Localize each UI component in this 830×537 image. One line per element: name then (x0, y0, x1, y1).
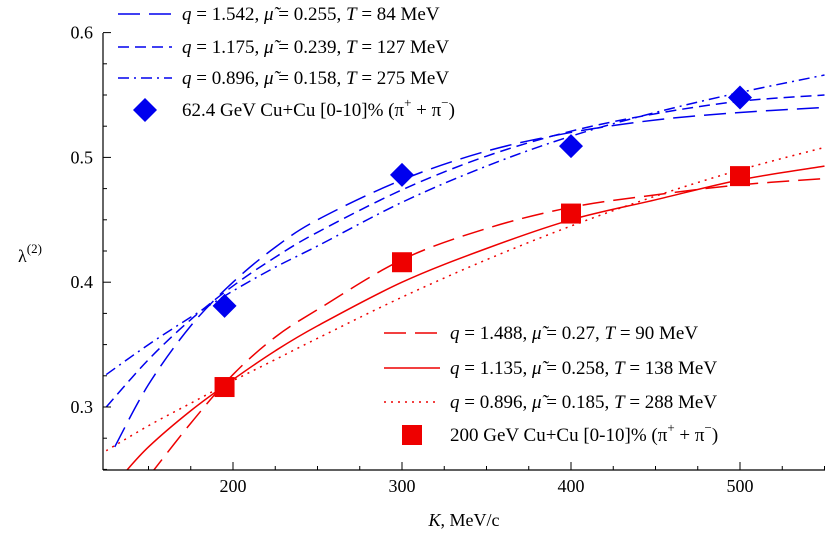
legend-data-label-g1: 200 GeV Cu+Cu [0-10]% (π+ + π−) (450, 420, 718, 446)
x-tick-label: 500 (727, 476, 754, 496)
axes-layer: 200 300 400 500 0.3 0.4 0.5 0.6 K, MeV/c λ(2) (18, 23, 825, 530)
data-point-g0 (728, 85, 752, 110)
curve-g0-0 (114, 106, 825, 448)
markers-layer (212, 85, 752, 398)
curve-g0-2 (105, 74, 825, 376)
legend-marker-g0 (133, 98, 157, 122)
legend-label-g0-0: q = 1.542, μ̃ = 0.255, T = 84 MeV (182, 4, 440, 25)
data-point-g0 (559, 134, 583, 159)
legend-marker-g1 (402, 425, 422, 445)
data-point-g1 (214, 377, 235, 398)
legend-label-g0-1: q = 1.175, μ̃ = 0.239, T = 127 MeV (182, 37, 449, 58)
curve-g0-1 (105, 94, 825, 408)
legend-layer: q = 1.542, μ̃ = 0.255, T = 84 MeV q = 1.1… (118, 4, 718, 446)
data-point-g0 (212, 293, 237, 318)
curves-layer (105, 74, 825, 470)
curve-g1-2 (105, 146, 825, 452)
x-tick-label: 200 (220, 476, 247, 496)
data-point-g1 (730, 166, 750, 187)
y-tick-label: 0.4 (71, 272, 94, 292)
y-tick-label: 0.3 (71, 397, 94, 417)
y-tick-label: 0.5 (71, 147, 94, 167)
x-tick-label: 400 (558, 476, 585, 496)
x-tick-label: 300 (389, 476, 416, 496)
curve-g1-1 (126, 165, 825, 470)
data-point-g0 (390, 162, 414, 187)
x-axis-label: K, MeV/c (428, 510, 500, 530)
y-tick-label: 0.6 (71, 23, 94, 43)
legend-label-g1-1: q = 1.135, μ̃ = 0.258, T = 138 MeV (450, 358, 717, 379)
legend-data-label-g0: 62.4 GeV Cu+Cu [0-10]% (π+ + π−) (182, 95, 455, 121)
curve-g1-0 (152, 177, 825, 470)
data-point-g1 (392, 252, 412, 273)
y-axis-label: λ(2) (18, 241, 42, 266)
legend-label-g1-2: q = 0.896, μ̃ = 0.185, T = 288 MeV (450, 392, 717, 413)
legend-label-g0-2: q = 0.896, μ̃ = 0.158, T = 275 MeV (182, 68, 449, 89)
data-point-g1 (561, 203, 581, 224)
legend-label-g1-0: q = 1.488, μ̃ = 0.27, T = 90 MeV (450, 323, 698, 344)
